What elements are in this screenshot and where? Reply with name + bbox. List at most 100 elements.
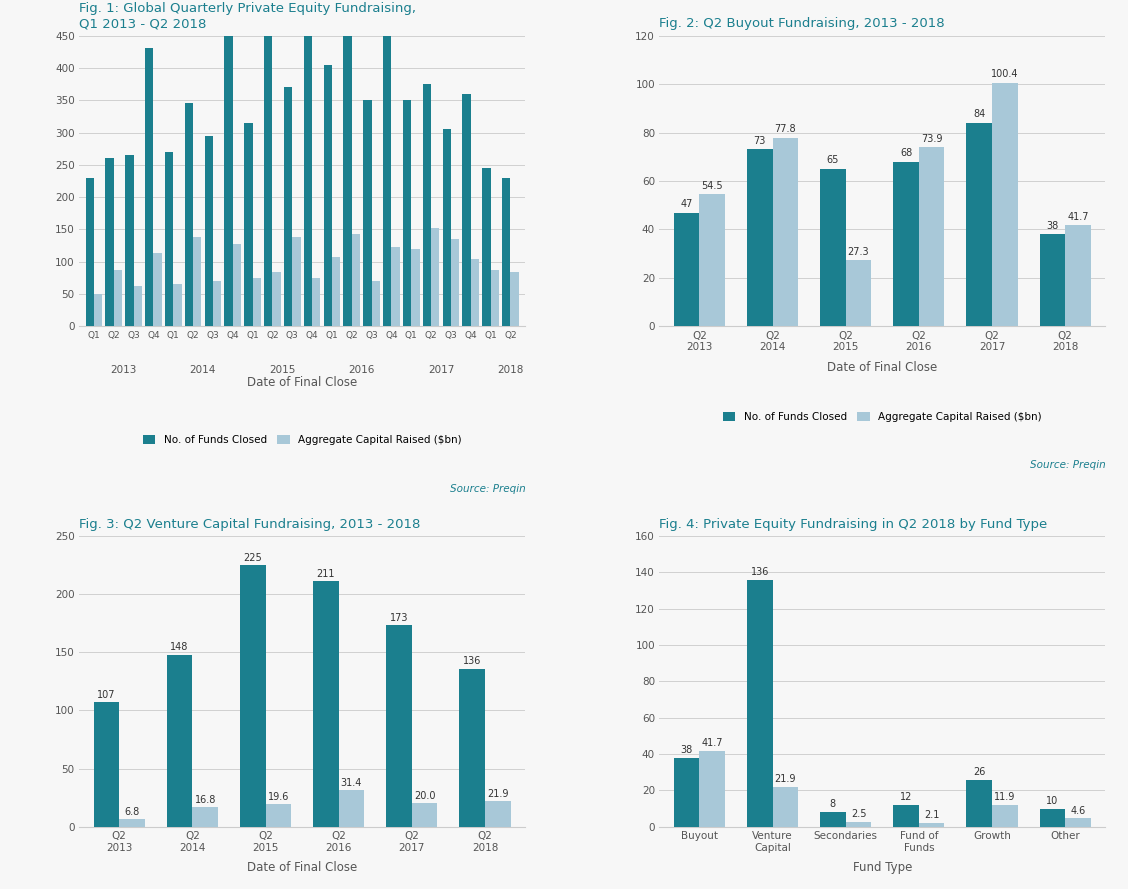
Text: Source: Preqin: Source: Preqin bbox=[1030, 461, 1105, 470]
Bar bbox=[442, 129, 451, 326]
X-axis label: Date of Final Close: Date of Final Close bbox=[247, 861, 358, 874]
Bar bbox=[820, 813, 846, 827]
Bar bbox=[114, 269, 122, 326]
Bar bbox=[919, 148, 944, 326]
Text: 2014: 2014 bbox=[190, 365, 217, 375]
Bar bbox=[391, 247, 399, 326]
Bar bbox=[673, 757, 699, 827]
Bar bbox=[470, 259, 479, 326]
Text: 16.8: 16.8 bbox=[194, 795, 215, 805]
Bar bbox=[1040, 235, 1065, 326]
Bar bbox=[412, 804, 438, 827]
Bar bbox=[240, 565, 265, 827]
Bar bbox=[699, 751, 725, 827]
Bar bbox=[403, 100, 412, 326]
Bar bbox=[303, 36, 312, 326]
Text: 136: 136 bbox=[462, 656, 482, 666]
Bar bbox=[193, 237, 201, 326]
Text: 173: 173 bbox=[390, 613, 408, 623]
Bar bbox=[386, 626, 412, 827]
Bar bbox=[174, 284, 182, 326]
Bar bbox=[125, 156, 133, 326]
Text: Fig. 2: Q2 Buyout Fundraising, 2013 - 2018: Fig. 2: Q2 Buyout Fundraising, 2013 - 20… bbox=[659, 17, 945, 30]
Bar bbox=[146, 49, 153, 326]
Bar bbox=[284, 87, 292, 326]
Text: 2016: 2016 bbox=[349, 365, 374, 375]
Bar bbox=[992, 83, 1017, 326]
Text: 2013: 2013 bbox=[111, 365, 136, 375]
Bar bbox=[747, 580, 773, 827]
Bar bbox=[363, 100, 371, 326]
Legend: No. of Funds Closed, Aggregate Capital Raised ($bn): No. of Funds Closed, Aggregate Capital R… bbox=[719, 408, 1046, 426]
Text: Fig. 1: Global Quarterly Private Equity Fundraising,
Q1 2013 - Q2 2018: Fig. 1: Global Quarterly Private Equity … bbox=[79, 3, 416, 30]
Bar bbox=[747, 149, 773, 326]
Bar bbox=[482, 168, 491, 326]
Text: 2015: 2015 bbox=[270, 365, 296, 375]
Bar bbox=[846, 822, 871, 827]
Bar bbox=[773, 138, 799, 326]
Text: 73: 73 bbox=[754, 136, 766, 146]
Bar bbox=[94, 294, 103, 326]
Bar bbox=[423, 84, 431, 326]
Bar bbox=[153, 253, 161, 326]
Text: 11.9: 11.9 bbox=[994, 792, 1015, 803]
Text: 65: 65 bbox=[827, 156, 839, 165]
Bar bbox=[232, 244, 241, 326]
Bar bbox=[1040, 809, 1065, 827]
Text: 10: 10 bbox=[1047, 796, 1058, 805]
Text: 148: 148 bbox=[170, 642, 188, 653]
Text: 2.1: 2.1 bbox=[924, 810, 940, 821]
Text: 41.7: 41.7 bbox=[702, 738, 723, 749]
Text: 27.3: 27.3 bbox=[848, 246, 870, 257]
Bar bbox=[120, 819, 144, 827]
Bar bbox=[371, 281, 380, 326]
Bar bbox=[462, 93, 470, 326]
Bar bbox=[699, 195, 725, 326]
Text: 6.8: 6.8 bbox=[124, 806, 140, 816]
Text: 19.6: 19.6 bbox=[267, 791, 289, 802]
Bar bbox=[846, 260, 871, 326]
Text: 8: 8 bbox=[830, 799, 836, 810]
X-axis label: Date of Final Close: Date of Final Close bbox=[827, 361, 937, 373]
Bar bbox=[165, 152, 174, 326]
Bar bbox=[459, 669, 485, 827]
Text: 2.5: 2.5 bbox=[851, 810, 866, 820]
Bar bbox=[265, 804, 291, 827]
Text: Source: Preqin: Source: Preqin bbox=[449, 484, 526, 493]
Text: 73.9: 73.9 bbox=[920, 133, 942, 144]
Bar bbox=[820, 169, 846, 326]
Text: 2018: 2018 bbox=[497, 365, 523, 375]
Bar bbox=[272, 271, 281, 326]
Bar bbox=[204, 136, 213, 326]
Bar bbox=[992, 805, 1017, 827]
Bar bbox=[384, 36, 391, 326]
Bar bbox=[967, 780, 992, 827]
Bar bbox=[167, 654, 193, 827]
Bar bbox=[264, 36, 272, 326]
Bar bbox=[919, 823, 944, 827]
Bar bbox=[510, 271, 519, 326]
Bar bbox=[352, 234, 360, 326]
Bar bbox=[1065, 819, 1091, 827]
Legend: No. of Funds Closed, Aggregate Capital Raised ($bn): No. of Funds Closed, Aggregate Capital R… bbox=[139, 431, 466, 449]
Text: Fig. 3: Q2 Venture Capital Fundraising, 2013 - 2018: Fig. 3: Q2 Venture Capital Fundraising, … bbox=[79, 517, 421, 531]
Bar bbox=[491, 269, 499, 326]
Text: 4.6: 4.6 bbox=[1070, 805, 1085, 816]
Bar bbox=[451, 239, 459, 326]
Bar bbox=[343, 36, 352, 326]
Text: 136: 136 bbox=[750, 567, 769, 577]
Text: 38: 38 bbox=[680, 745, 693, 755]
Bar bbox=[1065, 226, 1091, 326]
Bar bbox=[86, 178, 94, 326]
Bar bbox=[133, 285, 142, 326]
Text: 12: 12 bbox=[900, 792, 913, 802]
Bar bbox=[332, 257, 341, 326]
Text: 31.4: 31.4 bbox=[341, 778, 362, 788]
Text: 38: 38 bbox=[1047, 220, 1058, 231]
X-axis label: Date of Final Close: Date of Final Close bbox=[247, 376, 358, 388]
Bar bbox=[773, 787, 799, 827]
Bar bbox=[253, 278, 261, 326]
Text: 41.7: 41.7 bbox=[1067, 212, 1089, 221]
Text: 54.5: 54.5 bbox=[702, 180, 723, 191]
Bar bbox=[893, 805, 919, 827]
